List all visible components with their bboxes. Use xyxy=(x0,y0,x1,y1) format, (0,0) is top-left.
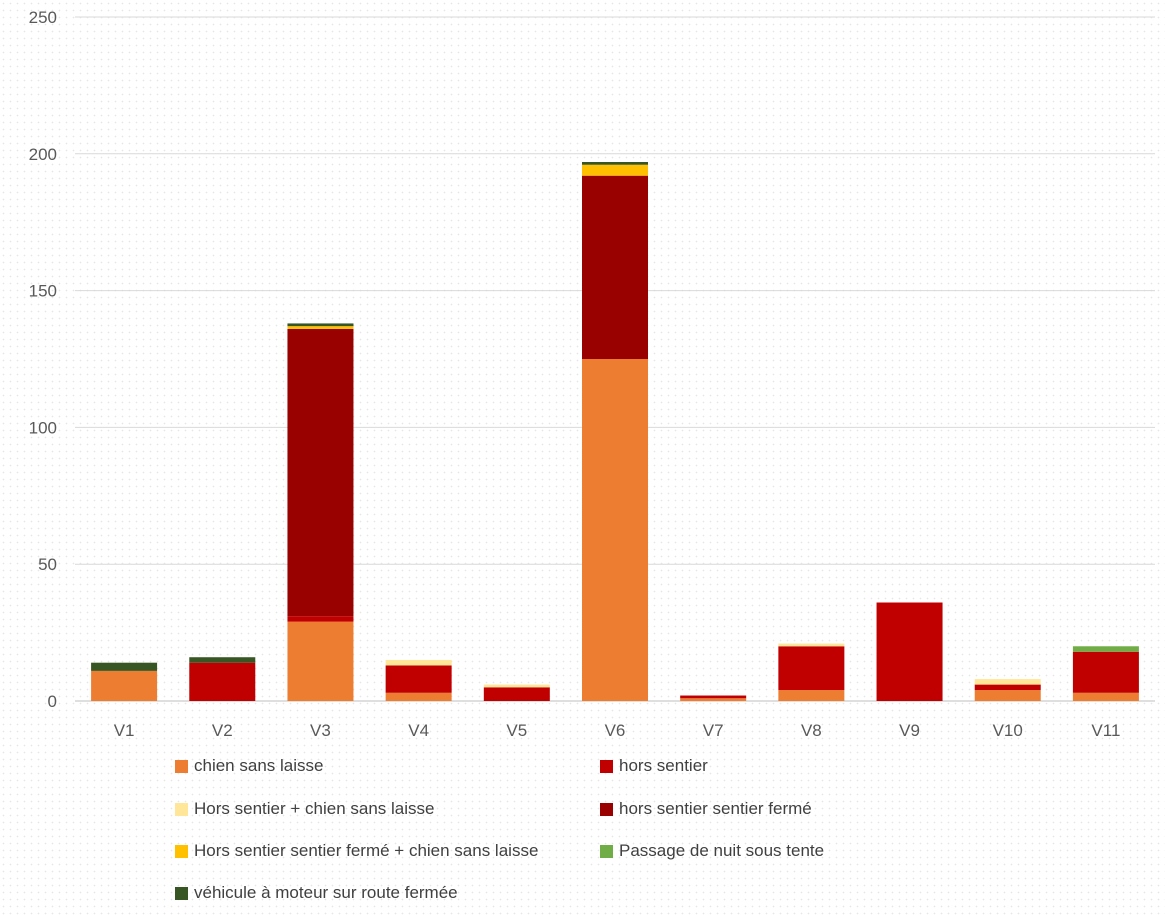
legend-swatch xyxy=(600,759,613,773)
bar-segment-v3-series-1 xyxy=(287,621,354,701)
bars xyxy=(91,162,1139,701)
bar-segment-v2-series-7 xyxy=(189,657,256,663)
bar-segment-v4-series-3 xyxy=(385,659,452,666)
y-axis-tick-labels: 0 50 100 150 200 250 xyxy=(29,8,57,711)
y-tick-label: 250 xyxy=(29,8,57,27)
legend-swatch xyxy=(175,886,188,900)
bar-segment-v3-series-5 xyxy=(287,326,354,329)
x-tick-label: V6 xyxy=(605,721,626,740)
bar-segment-v1-series-7 xyxy=(91,662,158,671)
legend-item: chien sans laisse xyxy=(175,756,323,776)
bar-segment-v10-series-2 xyxy=(974,684,1041,691)
legend-label: Hors sentier + chien sans laisse xyxy=(194,799,435,818)
bar-segment-v10-series-3 xyxy=(974,679,1041,685)
y-tick-label: 150 xyxy=(29,282,57,301)
y-tick-label: 100 xyxy=(29,418,57,437)
x-tick-label: V4 xyxy=(408,721,429,740)
legend-swatch xyxy=(175,759,188,773)
x-tick-label: V2 xyxy=(212,721,233,740)
legend-label: Hors sentier sentier fermé + chien sans … xyxy=(194,841,539,860)
bar-segment-v5-series-3 xyxy=(483,684,550,688)
bar-segment-v4-series-1 xyxy=(385,692,452,701)
bar-segment-v9-series-2 xyxy=(876,602,943,701)
bar-segment-v3-series-4 xyxy=(287,328,354,617)
legend-item: hors sentier xyxy=(600,756,708,776)
bar-segment-v3-series-7 xyxy=(287,323,354,327)
bar-segment-v1-series-1 xyxy=(91,670,158,701)
bar-segment-v7-series-1 xyxy=(680,698,747,701)
bar-segment-v6-series-4 xyxy=(582,175,648,359)
bar-segment-v6-series-5 xyxy=(582,164,648,176)
y-tick-label: 200 xyxy=(29,145,57,164)
bar-segment-v4-series-2 xyxy=(385,665,452,693)
legend-swatch xyxy=(175,802,188,816)
x-tick-label: V3 xyxy=(310,721,331,740)
bar-segment-v8-series-2 xyxy=(778,646,845,691)
legend-item: Hors sentier sentier fermé + chien sans … xyxy=(175,841,538,861)
legend-label: hors sentier xyxy=(619,756,708,775)
bar-segment-v8-series-3 xyxy=(778,643,845,647)
bar-segment-v2-series-2 xyxy=(189,662,256,701)
legend-label: véhicule à moteur sur route fermée xyxy=(194,883,458,902)
x-tick-label: V9 xyxy=(899,721,920,740)
x-tick-label: V8 xyxy=(801,721,822,740)
legend-label: hors sentier sentier fermé xyxy=(619,799,812,818)
bar-segment-v8-series-1 xyxy=(778,690,845,701)
x-tick-label: V10 xyxy=(993,721,1023,740)
bar-segment-v7-series-2 xyxy=(680,695,747,699)
bar-segment-v6-series-7 xyxy=(582,162,648,165)
x-tick-label: V7 xyxy=(703,721,724,740)
bar-segment-v11-series-2 xyxy=(1072,651,1139,693)
legend-item: Passage de nuit sous tente xyxy=(600,841,824,861)
bar-segment-v3-series-2 xyxy=(287,616,354,622)
legend-swatch xyxy=(600,802,613,816)
legend-item: Hors sentier + chien sans laisse xyxy=(175,799,434,819)
legend-item: hors sentier sentier fermé xyxy=(600,799,812,819)
legend-item: véhicule à moteur sur route fermée xyxy=(175,883,458,903)
y-tick-label: 50 xyxy=(38,555,57,574)
x-tick-label: V5 xyxy=(506,721,527,740)
y-tick-label: 0 xyxy=(48,692,57,711)
legend-swatch xyxy=(600,844,613,858)
bar-segment-v5-series-2 xyxy=(483,687,550,701)
bar-segment-v10-series-1 xyxy=(974,690,1041,701)
legend-label: chien sans laisse xyxy=(194,756,324,775)
x-tick-label: V1 xyxy=(114,721,135,740)
legend-swatch xyxy=(175,844,188,858)
x-tick-label: V11 xyxy=(1091,721,1120,740)
bar-segment-v11-series-1 xyxy=(1072,692,1139,701)
bar-segment-v11-series-6 xyxy=(1072,646,1139,652)
bar-segment-v6-series-1 xyxy=(582,359,648,701)
x-axis-tick-labels: V1 V2 V3 V4 V5 V6 V7 V8 V9 V10 V11 xyxy=(114,721,1121,740)
legend-label: Passage de nuit sous tente xyxy=(619,841,825,860)
